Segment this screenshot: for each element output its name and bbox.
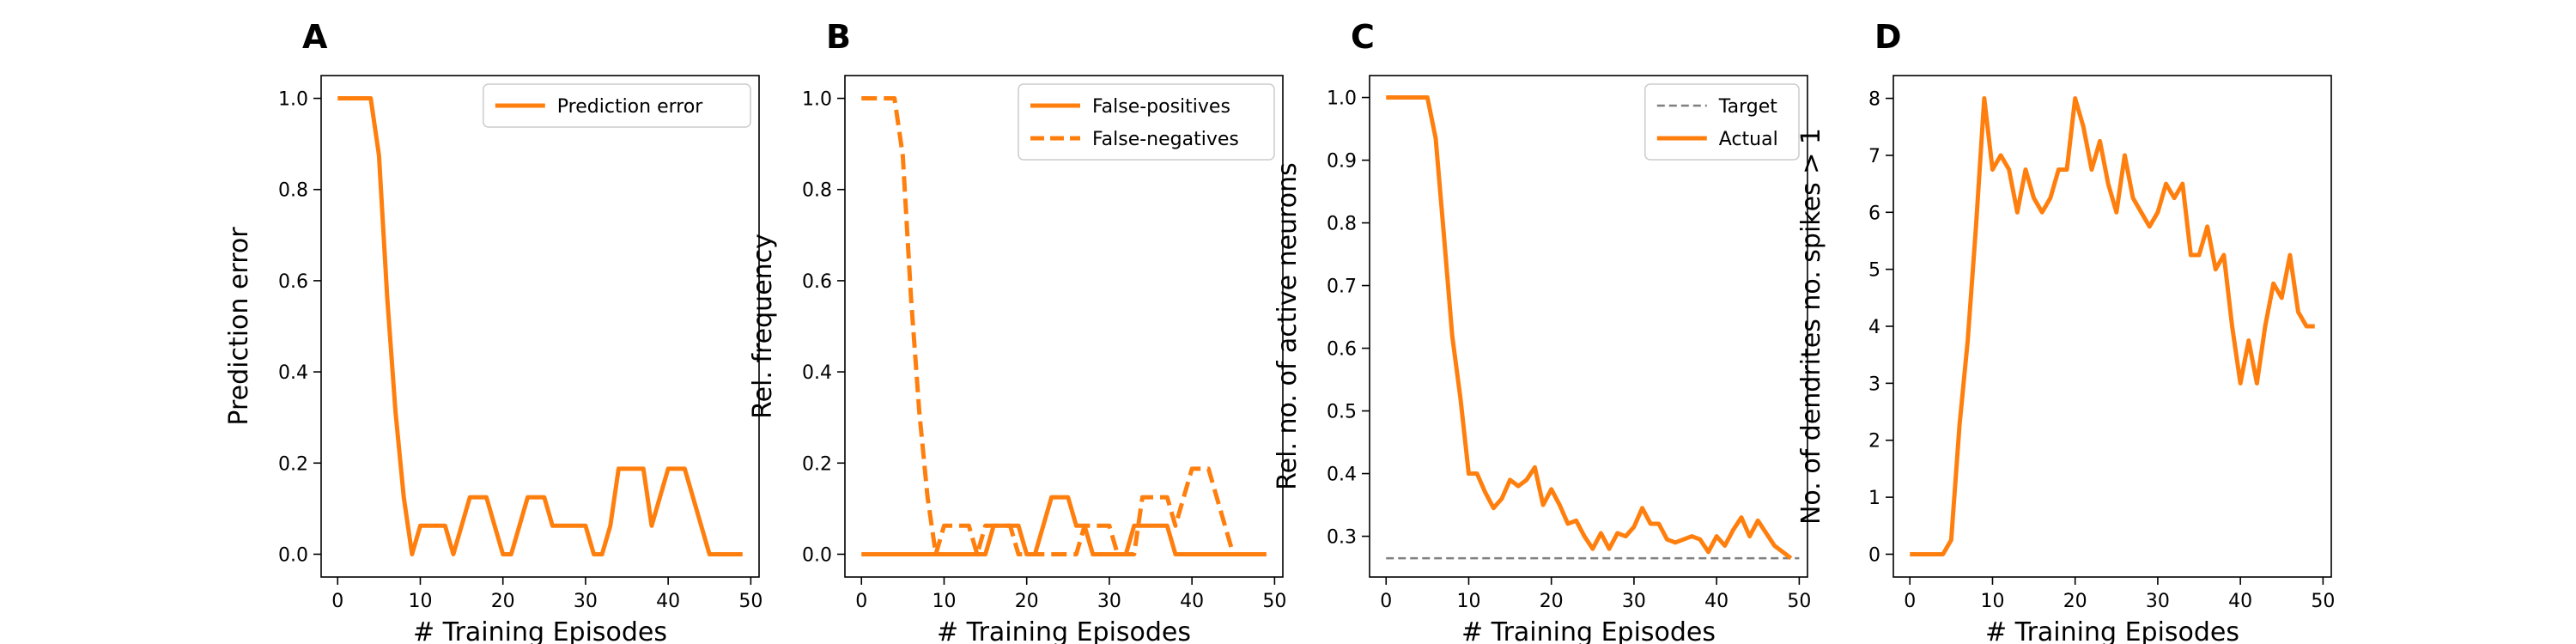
y-tick-label: 2 xyxy=(1868,431,1880,453)
y-tick-label: 0.4 xyxy=(1327,465,1357,486)
legend-box xyxy=(1644,83,1800,161)
x-tick-label: 10 xyxy=(408,591,432,612)
legend-label: False-negatives xyxy=(1092,129,1239,150)
legend-box xyxy=(1018,83,1275,161)
legend-label: False-positives xyxy=(1092,96,1230,118)
legend: False-positives False-negatives xyxy=(1018,83,1275,161)
y-tick-label: 0.4 xyxy=(802,362,832,384)
y-tick-label: 1.0 xyxy=(278,89,308,111)
y-axis-label: No. of dendrites no. spikes > 1 xyxy=(1796,128,1826,525)
panel-b: B 0 10 20 30 40 50 0.0 0.2 0.4 0.6 0.8 1.0 # Training… xyxy=(748,18,1286,644)
y-tick-label: 0.6 xyxy=(278,271,308,293)
x-axis-label: # Training Episodes xyxy=(413,617,667,644)
series-line xyxy=(1910,96,2315,556)
legend-label: Target xyxy=(1718,96,1777,118)
y-axis-label: Rel. no. of active neurons xyxy=(1273,162,1303,490)
x-tick-label: 0 xyxy=(1904,591,1916,612)
y-tick-label: 0.6 xyxy=(1327,339,1357,361)
panel-letter: D xyxy=(1874,18,1902,56)
legend: Target Actual xyxy=(1644,83,1800,161)
y-tick-label: 0.8 xyxy=(1327,214,1357,235)
y-tick-label: 4 xyxy=(1868,317,1880,338)
x-tick-label: 50 xyxy=(1262,591,1286,612)
x-tick-label: 30 xyxy=(1622,591,1646,612)
legend-box xyxy=(483,83,751,128)
x-tick-label: 30 xyxy=(2146,591,2170,612)
y-tick-label: 6 xyxy=(1868,203,1880,224)
x-tick-label: 10 xyxy=(1456,591,1480,612)
x-tick-label: 50 xyxy=(2311,591,2335,612)
series-line-false-positives xyxy=(861,495,1267,556)
panel-c: C 0 10 20 30 40 50 0.3 0.4 0.5 0.6 0.7 0.8 0.9 1.0 # Tr… xyxy=(1273,18,1811,644)
y-tick-label: 0.3 xyxy=(1327,527,1357,549)
series-line-false-negatives xyxy=(861,96,1267,556)
axes-frame xyxy=(1369,75,1808,578)
panel-letter: A xyxy=(302,18,328,56)
y-tick-label: 0.0 xyxy=(802,544,832,566)
axes-frame xyxy=(844,75,1284,578)
x-axis-label: # Training Episodes xyxy=(1985,617,2239,644)
y-tick-label: 5 xyxy=(1868,260,1880,282)
x-tick-label: 20 xyxy=(2063,591,2087,612)
x-tick-label: 40 xyxy=(2228,591,2252,612)
x-tick-label: 40 xyxy=(656,591,680,612)
x-tick-label: 0 xyxy=(1380,591,1392,612)
x-tick-label: 20 xyxy=(1540,591,1564,612)
y-tick-label: 0.2 xyxy=(802,453,832,475)
legend-label: Prediction error xyxy=(557,96,703,118)
x-tick-label: 20 xyxy=(491,591,515,612)
x-tick-label: 0 xyxy=(331,591,343,612)
y-tick-label: 0.8 xyxy=(802,180,832,202)
y-tick-label: 0.0 xyxy=(278,544,308,566)
y-axis-label: Rel. frequency xyxy=(748,234,778,419)
x-tick-label: 50 xyxy=(738,591,762,612)
axes-frame xyxy=(320,75,760,578)
x-tick-label: 0 xyxy=(855,591,867,612)
y-tick-label: 1.0 xyxy=(802,89,832,111)
y-tick-label: 0.9 xyxy=(1327,151,1357,173)
y-tick-label: 0.8 xyxy=(278,180,308,202)
series-line-prediction-error xyxy=(337,96,743,556)
y-tick-label: 0 xyxy=(1868,544,1880,566)
series-line-actual xyxy=(1386,95,1793,561)
y-tick-label: 3 xyxy=(1868,374,1880,395)
y-tick-label: 0.4 xyxy=(278,362,308,384)
y-tick-label: 0.6 xyxy=(802,271,832,293)
x-tick-label: 20 xyxy=(1015,591,1039,612)
y-tick-label: 1 xyxy=(1868,488,1880,509)
panel-a: A 0 10 20 30 40 50 0.0 0.2 0.4 0.6 0.8 1.0 # Training… xyxy=(224,18,762,644)
y-tick-label: 0.7 xyxy=(1327,276,1357,298)
x-tick-label: 40 xyxy=(1704,591,1728,612)
x-axis-label: # Training Episodes xyxy=(1461,617,1716,644)
y-tick-label: 0.2 xyxy=(278,453,308,475)
y-tick-label: 7 xyxy=(1868,146,1880,167)
legend: Prediction error xyxy=(483,83,751,128)
y-axis-label: Prediction error xyxy=(224,227,254,426)
panel-letter: C xyxy=(1351,18,1375,56)
y-tick-label: 8 xyxy=(1868,89,1880,111)
x-tick-label: 30 xyxy=(574,591,598,612)
panel-d: D 0 10 20 30 40 50 0 1 2 3 4 5 6 7 8 # Training Episodes… xyxy=(1796,18,2335,644)
x-tick-label: 50 xyxy=(1787,591,1811,612)
x-tick-label: 10 xyxy=(932,591,956,612)
y-tick-label: 0.5 xyxy=(1327,402,1357,423)
x-axis-label: # Training Episodes xyxy=(937,617,1191,644)
panel-letter: B xyxy=(826,18,851,56)
legend-label: Actual xyxy=(1719,129,1778,150)
y-tick-label: 1.0 xyxy=(1327,88,1357,110)
x-tick-label: 30 xyxy=(1097,591,1121,612)
x-tick-label: 10 xyxy=(1980,591,2004,612)
x-tick-label: 40 xyxy=(1180,591,1204,612)
